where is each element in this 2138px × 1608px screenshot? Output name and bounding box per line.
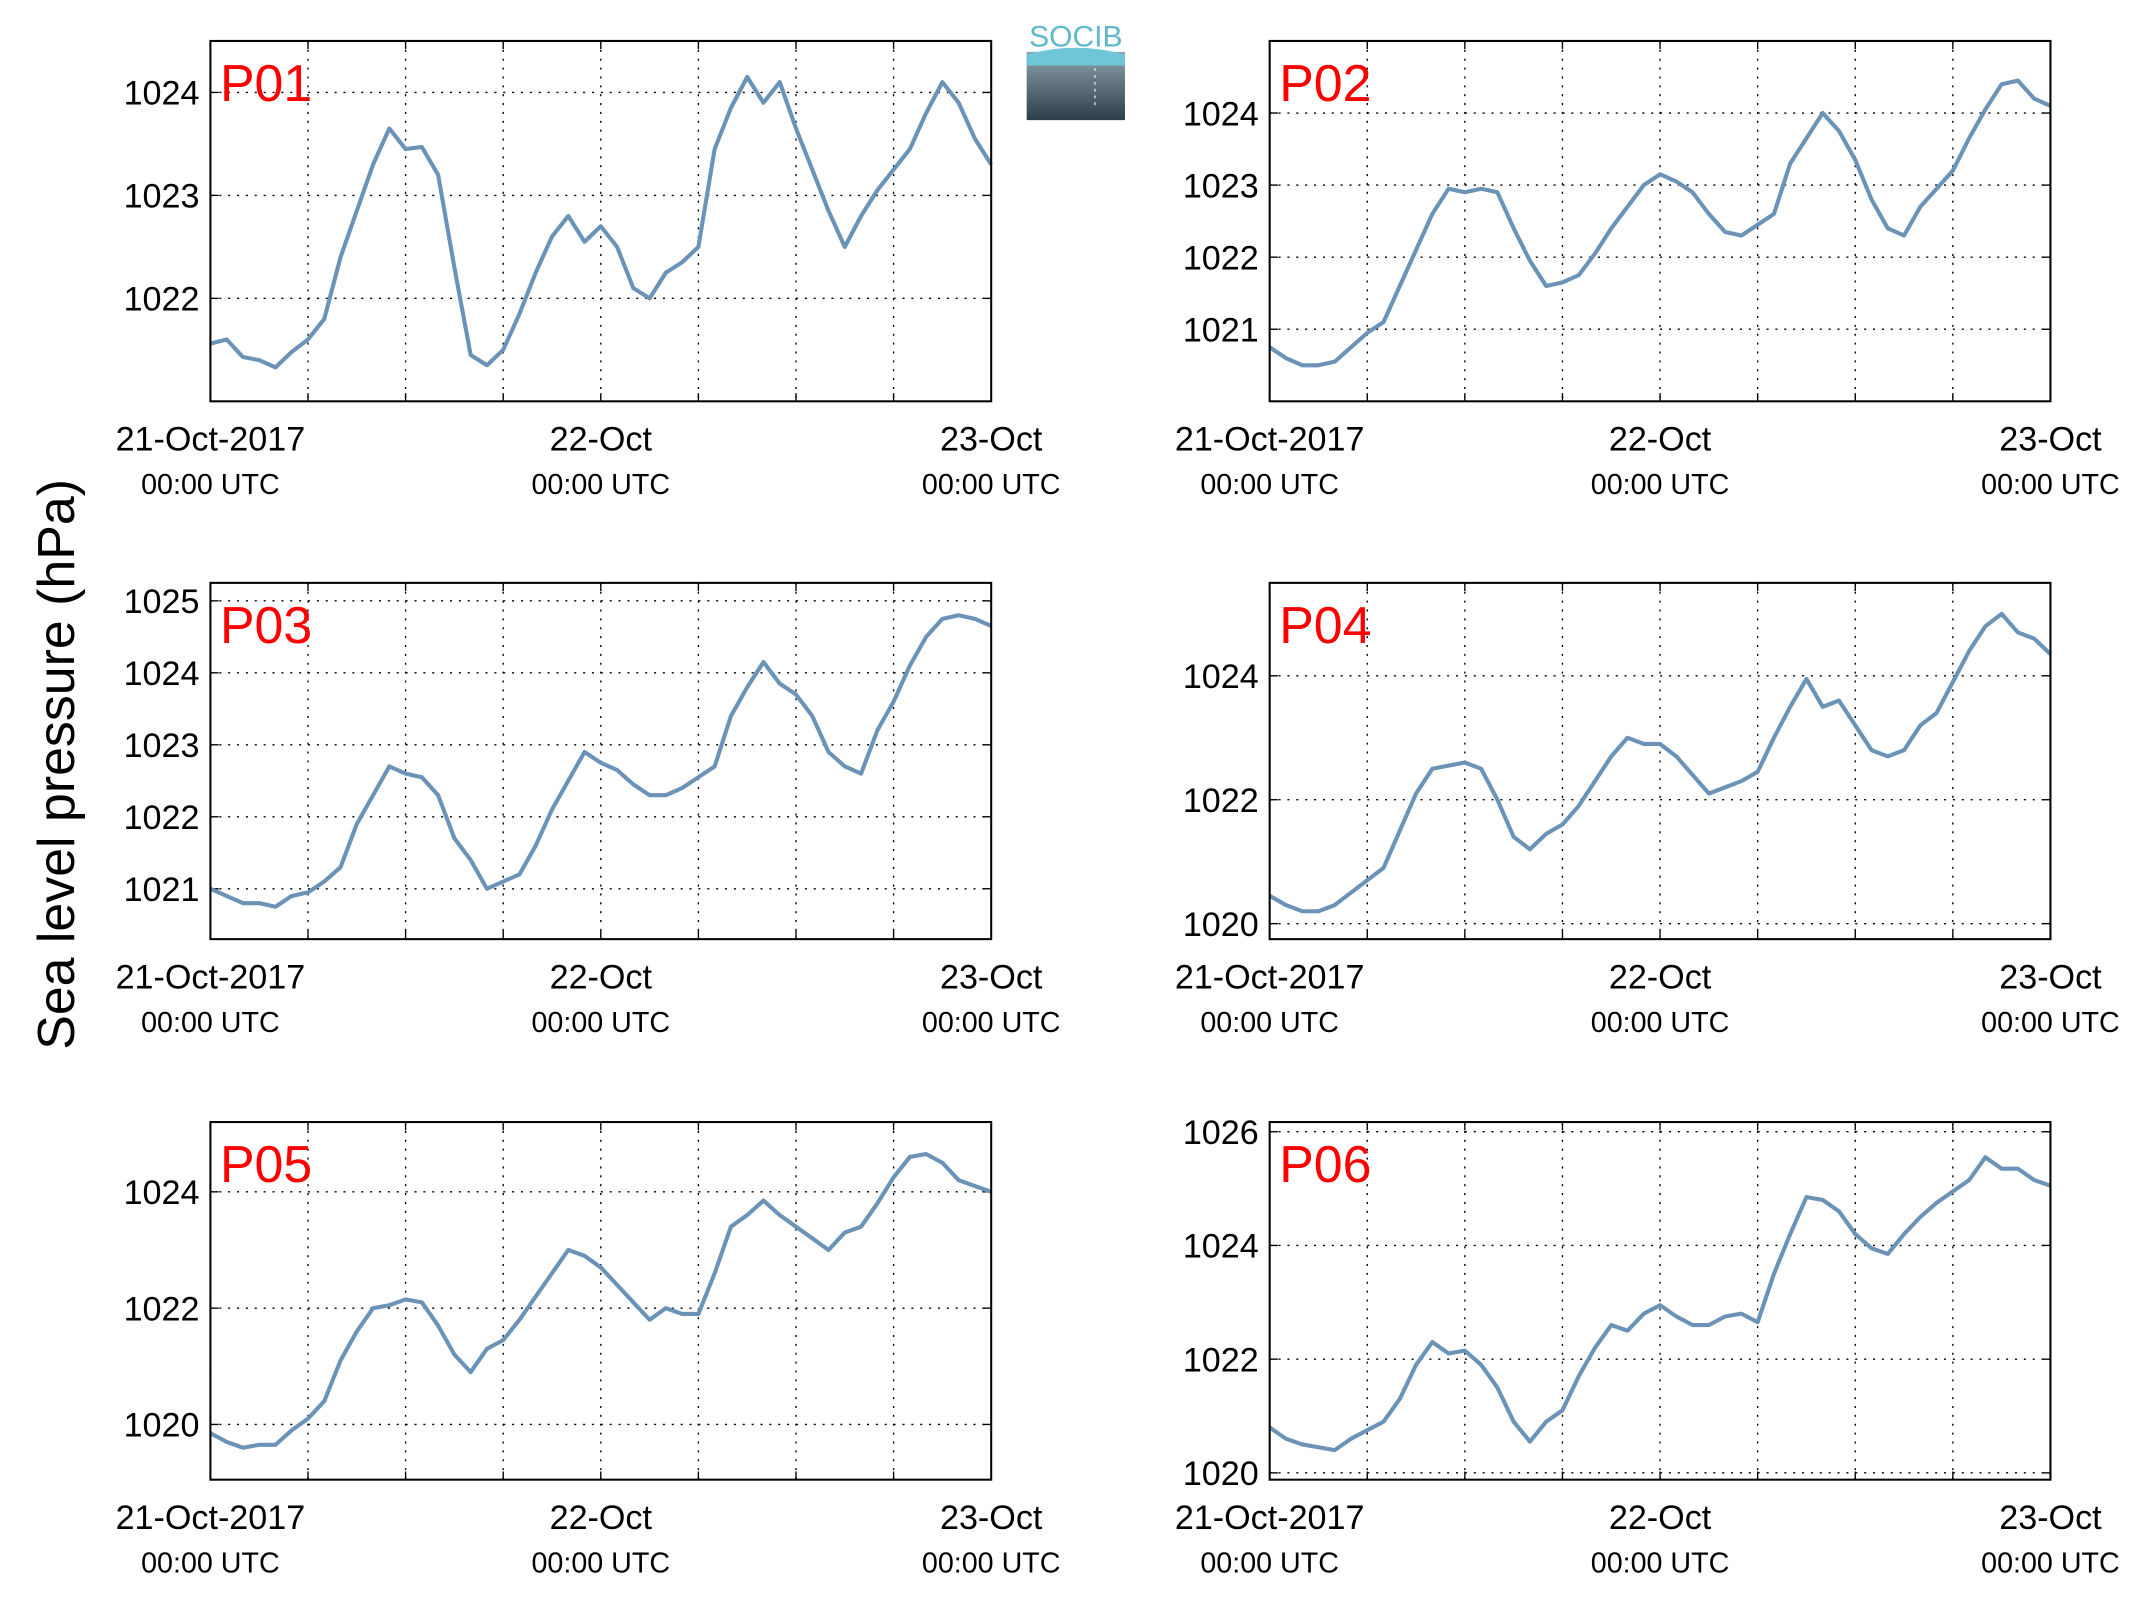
y-tick-label: 1024 (1183, 1228, 1259, 1266)
x-tick-label: 21-Oct-2017 (1175, 1499, 1365, 1537)
x-tick-sublabel: 00:00 UTC (1981, 1548, 2120, 1580)
x-tick-label: 21-Oct-2017 (116, 958, 306, 996)
y-axis-label: Sea level pressure (hPa) (27, 479, 85, 1050)
x-tick-label: 21-Oct-2017 (1175, 420, 1365, 458)
x-tick-label: 21-Oct-2017 (116, 420, 306, 458)
y-tick-label: 1024 (124, 655, 200, 693)
data-line (209, 74, 993, 370)
y-tick-label: 1020 (1183, 1455, 1259, 1493)
x-tick-label: 23-Oct (940, 1499, 1043, 1537)
x-tick-sublabel: 00:00 UTC (1981, 1007, 2120, 1039)
x-tick-sublabel: 00:00 UTC (532, 1007, 671, 1039)
subplot-title: P03 (220, 596, 312, 654)
x-tick-label: 23-Oct (1999, 420, 2102, 458)
y-tick-label: 1020 (1183, 906, 1259, 944)
x-tick-label: 22-Oct (550, 1499, 653, 1537)
y-tick-label: 1022 (1183, 239, 1259, 277)
y-tick-label: 1024 (1183, 95, 1259, 133)
x-tick-label: 23-Oct (1999, 958, 2102, 996)
x-tick-sublabel: 00:00 UTC (922, 1007, 1061, 1039)
x-tick-sublabel: 00:00 UTC (1200, 1548, 1339, 1580)
x-tick-sublabel: 00:00 UTC (1591, 1548, 1730, 1580)
x-tick-label: 22-Oct (550, 420, 653, 458)
y-tick-label: 1020 (124, 1407, 200, 1445)
logo-wave (1026, 47, 1125, 66)
x-tick-label: 23-Oct (940, 420, 1043, 458)
x-tick-sublabel: 00:00 UTC (922, 1548, 1061, 1580)
subplot: 21-Oct-2017 00:00 UTC 22-Oct 00:00 UTC 23-Oc… (1175, 39, 2120, 501)
x-tick-sublabel: 00:00 UTC (532, 1548, 671, 1580)
x-tick-label: 22-Oct (550, 958, 653, 996)
x-tick-sublabel: 00:00 UTC (1200, 469, 1339, 501)
x-tick-sublabel: 00:00 UTC (922, 469, 1061, 501)
subplot-title: P01 (220, 54, 312, 112)
y-tick-label: 1023 (124, 727, 200, 765)
logo-text: SOCIB (1029, 20, 1122, 53)
y-tick-label: 1022 (1183, 1341, 1259, 1379)
x-tick-sublabel: 00:00 UTC (1591, 1007, 1730, 1039)
x-tick-label: 22-Oct (1609, 420, 1712, 458)
y-tick-label: 1023 (1183, 167, 1259, 205)
x-tick-label: 22-Oct (1609, 1499, 1712, 1537)
subplot-title: P06 (1279, 1135, 1371, 1193)
subplot: 21-Oct-2017 00:00 UTC 22-Oct 00:00 UTC 23-Oc… (116, 581, 1061, 1039)
y-tick-label: 1024 (124, 75, 200, 113)
plot-frame (1268, 581, 2052, 941)
subplot: 21-Oct-2017 00:00 UTC 22-Oct 00:00 UTC 23-Oc… (1175, 581, 2120, 1039)
x-tick-sublabel: 00:00 UTC (141, 1007, 280, 1039)
data-line (209, 1151, 992, 1450)
x-tick-sublabel: 00:00 UTC (1200, 1007, 1339, 1039)
data-line (1268, 78, 2052, 368)
x-tick-label: 22-Oct (1609, 958, 1712, 996)
y-tick-label: 1022 (124, 1290, 200, 1328)
logo: SOCIB (1026, 20, 1125, 121)
plot-frame (209, 1121, 993, 1481)
y-tick-label: 1024 (1183, 658, 1259, 696)
y-tick-label: 1021 (124, 871, 200, 909)
data-line (1268, 611, 2052, 914)
subplot-title: P05 (220, 1135, 312, 1193)
x-tick-sublabel: 00:00 UTC (1591, 469, 1730, 501)
y-tick-label: 1022 (124, 799, 200, 837)
x-tick-sublabel: 00:00 UTC (141, 1548, 280, 1580)
x-tick-sublabel: 00:00 UTC (532, 469, 671, 501)
y-tick-label: 1022 (124, 281, 200, 319)
x-tick-sublabel: 00:00 UTC (141, 469, 280, 501)
plot-frame (209, 39, 993, 403)
subplot: 21-Oct-2017 00:00 UTC 22-Oct 00:00 UTC 23-Oc… (1175, 1114, 2120, 1580)
y-tick-label: 1026 (1183, 1114, 1259, 1152)
x-tick-label: 23-Oct (940, 958, 1043, 996)
subplot-title: P04 (1279, 596, 1371, 654)
subplot: 21-Oct-2017 00:00 UTC 22-Oct 00:00 UTC 23-Oc… (116, 1121, 1061, 1580)
y-tick-label: 1024 (124, 1174, 200, 1212)
plot-frame (1268, 1121, 2052, 1481)
plot-frame (1268, 39, 2052, 403)
y-tick-label: 1023 (124, 178, 200, 216)
data-line (1268, 1155, 2052, 1453)
subplot-title: P02 (1279, 54, 1371, 112)
y-tick-label: 1025 (124, 583, 200, 621)
x-tick-label: 23-Oct (1999, 1499, 2102, 1537)
subplot: 21-Oct-2017 00:00 UTC 22-Oct 00:00 UTC 23-Oc… (116, 39, 1061, 501)
plot-frame (209, 581, 993, 941)
x-tick-label: 21-Oct-2017 (1175, 958, 1365, 996)
y-tick-label: 1021 (1183, 312, 1259, 350)
y-tick-label: 1022 (1183, 782, 1259, 820)
data-line (209, 613, 993, 909)
x-tick-sublabel: 00:00 UTC (1981, 469, 2120, 501)
x-tick-label: 21-Oct-2017 (116, 1499, 306, 1537)
